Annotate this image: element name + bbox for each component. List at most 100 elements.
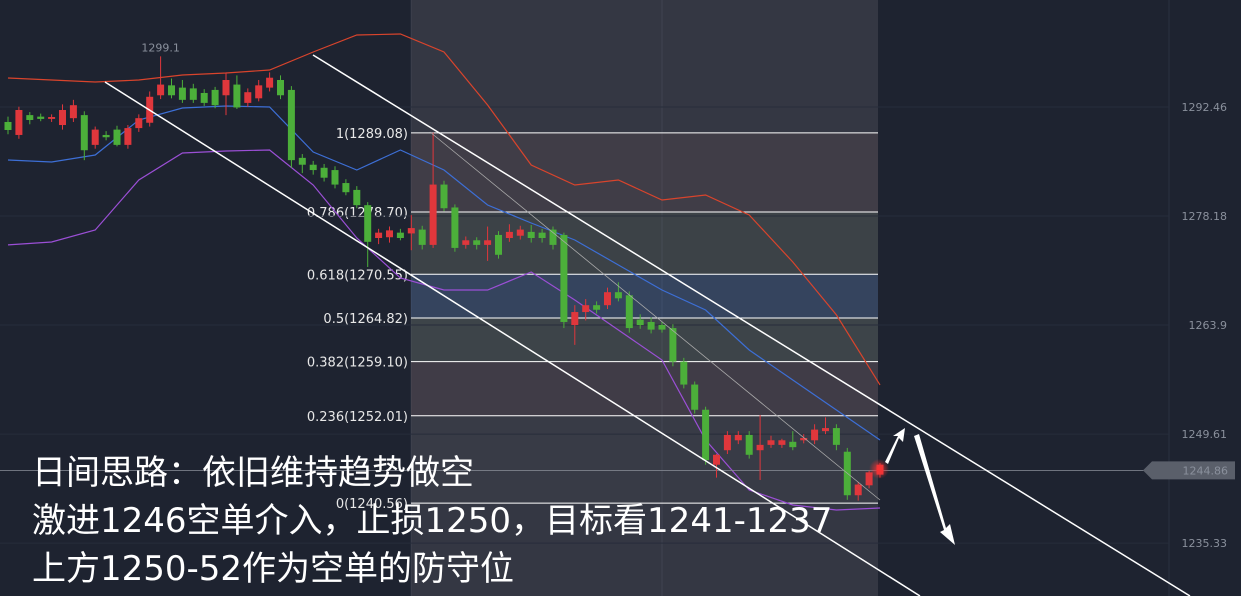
candle-body: [789, 441, 797, 448]
candle-body: [691, 384, 699, 410]
candle-body: [604, 292, 611, 306]
y-tick-label: 1263.9: [1189, 319, 1228, 332]
candle-body: [386, 230, 393, 238]
candle-body: [702, 409, 710, 461]
fib-band: [411, 212, 878, 275]
candle-body: [331, 170, 339, 185]
candle-body: [636, 319, 644, 326]
candle-body: [59, 109, 66, 126]
annotations: 日间思路：依旧维持趋势做空激进1246空单介入，止损1250，目标看1241-1…: [32, 453, 832, 589]
candle-body: [713, 454, 720, 465]
candle-body: [298, 157, 306, 165]
candle-body: [266, 77, 274, 88]
high-label: 1299.1: [141, 41, 180, 54]
band-line: [7, 33, 881, 386]
annotation: 日间思路：依旧维持趋势做空: [32, 453, 474, 493]
candle-body: [157, 84, 165, 96]
candle-body: [353, 189, 361, 206]
candle-body: [745, 434, 753, 455]
candle-body: [277, 79, 284, 96]
candle-body: [124, 128, 132, 145]
candle-body: [756, 444, 764, 451]
candle-body: [473, 240, 481, 245]
candle-body: [625, 295, 633, 329]
fib-band: [411, 361, 878, 416]
candle-body: [37, 116, 45, 119]
candle-body: [80, 115, 88, 151]
candle-body: [647, 321, 655, 330]
candle-body: [15, 109, 23, 135]
candle-body: [113, 129, 121, 145]
drawings: [104, 54, 1191, 596]
candle-body: [614, 292, 622, 299]
y-tick-label: 1278.18: [1182, 210, 1228, 223]
candle-body: [244, 92, 252, 103]
channel-line: [104, 81, 921, 596]
candle-body: [429, 184, 437, 245]
candle-body: [516, 229, 524, 236]
candle-body: [571, 312, 579, 326]
candle-body: [396, 232, 404, 239]
candle-body: [48, 117, 56, 119]
candle-body: [658, 325, 666, 330]
fib-label: 0.382(1259.10): [307, 356, 408, 371]
fib-band: [411, 274, 878, 318]
candle-body: [211, 89, 219, 106]
candle-body: [418, 229, 426, 245]
y-tick-label: 1249.61: [1182, 428, 1228, 441]
candle-body: [26, 115, 34, 120]
candle-body: [178, 87, 186, 100]
price-axis: 1292.46 1278.18 1263.9 1249.61 1235.33 1244.8…: [1143, 101, 1235, 550]
candle-body: [527, 231, 535, 239]
candle-body: [800, 437, 808, 441]
arrow-down: [914, 434, 955, 545]
candle-body: [364, 205, 372, 242]
fib-label: 0.236(1252.01): [307, 410, 408, 425]
candle-body: [669, 328, 677, 362]
price-tag-label: 1244.86: [1183, 464, 1229, 477]
candle-body: [200, 92, 208, 103]
candle-body: [309, 164, 317, 171]
fib-label: 0.618(1270.55): [307, 268, 408, 283]
band-line: [7, 149, 881, 511]
price-glow: [869, 459, 889, 479]
candle-body: [255, 85, 263, 99]
candle-body: [811, 429, 819, 441]
candle-body: [287, 89, 295, 161]
fib-label: 0.5(1264.82): [323, 312, 408, 327]
candle-body: [342, 183, 350, 193]
candle-body: [440, 184, 448, 209]
arrow-up: [885, 428, 905, 464]
candle-body: [865, 472, 873, 486]
candle-body: [495, 234, 502, 255]
candle-body: [102, 134, 110, 138]
candle-body: [222, 79, 230, 96]
y-tick-label: 1292.46: [1182, 101, 1228, 114]
candle-body: [189, 88, 197, 100]
candle-body: [723, 434, 731, 451]
candle-body: [734, 434, 742, 441]
candle-body: [549, 229, 557, 245]
fib-label: 1(1289.08): [336, 127, 408, 142]
price-tag: [1143, 461, 1235, 480]
fib-label: 0(1240.56): [336, 497, 408, 512]
candle-body: [135, 118, 143, 129]
fib-band: [411, 415, 878, 504]
fib-label: 0.786(1278.70): [307, 206, 408, 221]
fib-band: [411, 132, 878, 213]
candle-body: [778, 440, 786, 445]
fib-zone: 1(1289.08) 0.786(1278.70) 0.618(1270.55) 0.…: [307, 0, 878, 596]
annotation: 激进1246空单介入，止损1250，目标看1241-1237: [32, 501, 832, 541]
candle-body: [832, 428, 840, 445]
candle-body: [168, 85, 175, 96]
candle-body: [854, 484, 862, 496]
fib-shade: [411, 0, 878, 596]
candle-body: [505, 231, 513, 239]
candle-body: [69, 105, 77, 119]
candle-body: [538, 232, 546, 239]
candle-body: [484, 240, 492, 245]
candle-body: [4, 121, 12, 130]
candle-body: [680, 361, 688, 385]
y-tick-label: 1235.33: [1182, 537, 1228, 550]
